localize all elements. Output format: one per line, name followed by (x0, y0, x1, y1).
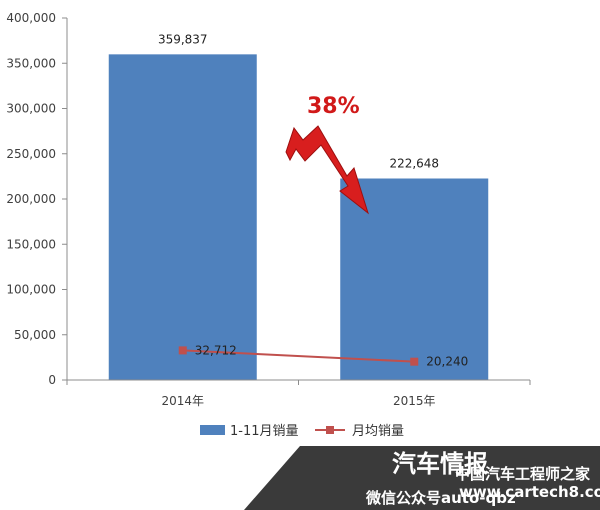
bar-series (108, 54, 489, 381)
line-series: 32,712 20,240 (178, 343, 468, 369)
legend-swatch-bar (200, 425, 225, 435)
y-tick-label: 150,000 (6, 237, 56, 251)
legend-label-line: 月均销量 (352, 424, 404, 439)
y-axis: 0 50,000 100,000 150,000 200,000 250,000 300,0… (6, 11, 68, 387)
decline-percentage-label: 38% (307, 94, 360, 119)
decline-annotation: 38% (285, 94, 369, 215)
line-point (410, 357, 419, 366)
watermark-brand-url: www.cartech8.com (459, 483, 600, 501)
y-tick-label: 100,000 (6, 283, 56, 297)
watermark: 汽车情报 中国汽车工程师之家 微信公众号auto-qbz www.cartech… (244, 446, 600, 510)
red-down-arrow-icon (285, 125, 369, 215)
line-data-label: 20,240 (426, 355, 468, 369)
bar (340, 178, 489, 380)
bar (108, 54, 257, 381)
x-tick-label: 2014年 (161, 394, 204, 408)
legend-item-bar: 1-11月销量 (200, 424, 299, 439)
y-tick-label: 250,000 (6, 147, 56, 161)
y-tick-label: 200,000 (6, 192, 56, 206)
y-tick-label: 300,000 (6, 102, 56, 116)
watermark-brand-cn: 中国汽车工程师之家 (455, 465, 590, 483)
bar-data-label: 359,837 (158, 32, 208, 46)
x-tick-label: 2015年 (393, 394, 436, 408)
y-tick-label: 0 (48, 373, 56, 387)
watermark-main-text: 汽车情报 (392, 450, 488, 478)
bar-data-label: 222,648 (389, 157, 439, 171)
y-tick-label: 400,000 (6, 11, 56, 25)
legend-label-bar: 1-11月销量 (230, 424, 299, 439)
line-data-label: 32,712 (195, 343, 237, 357)
series-line (182, 349, 415, 363)
legend: 1-11月销量 月均销量 (200, 424, 404, 439)
y-tick-label: 350,000 (6, 56, 56, 70)
watermark-sub-text: 微信公众号auto-qbz (365, 489, 516, 507)
y-tick-label: 50,000 (14, 328, 56, 342)
line-point (178, 346, 187, 355)
legend-item-line: 月均销量 (315, 424, 404, 439)
watermark-banner (244, 446, 600, 510)
x-axis: 2014年 2015年 (66, 379, 531, 408)
bar-data-labels: 359,837 222,648 (158, 32, 439, 170)
legend-marker (326, 426, 334, 434)
